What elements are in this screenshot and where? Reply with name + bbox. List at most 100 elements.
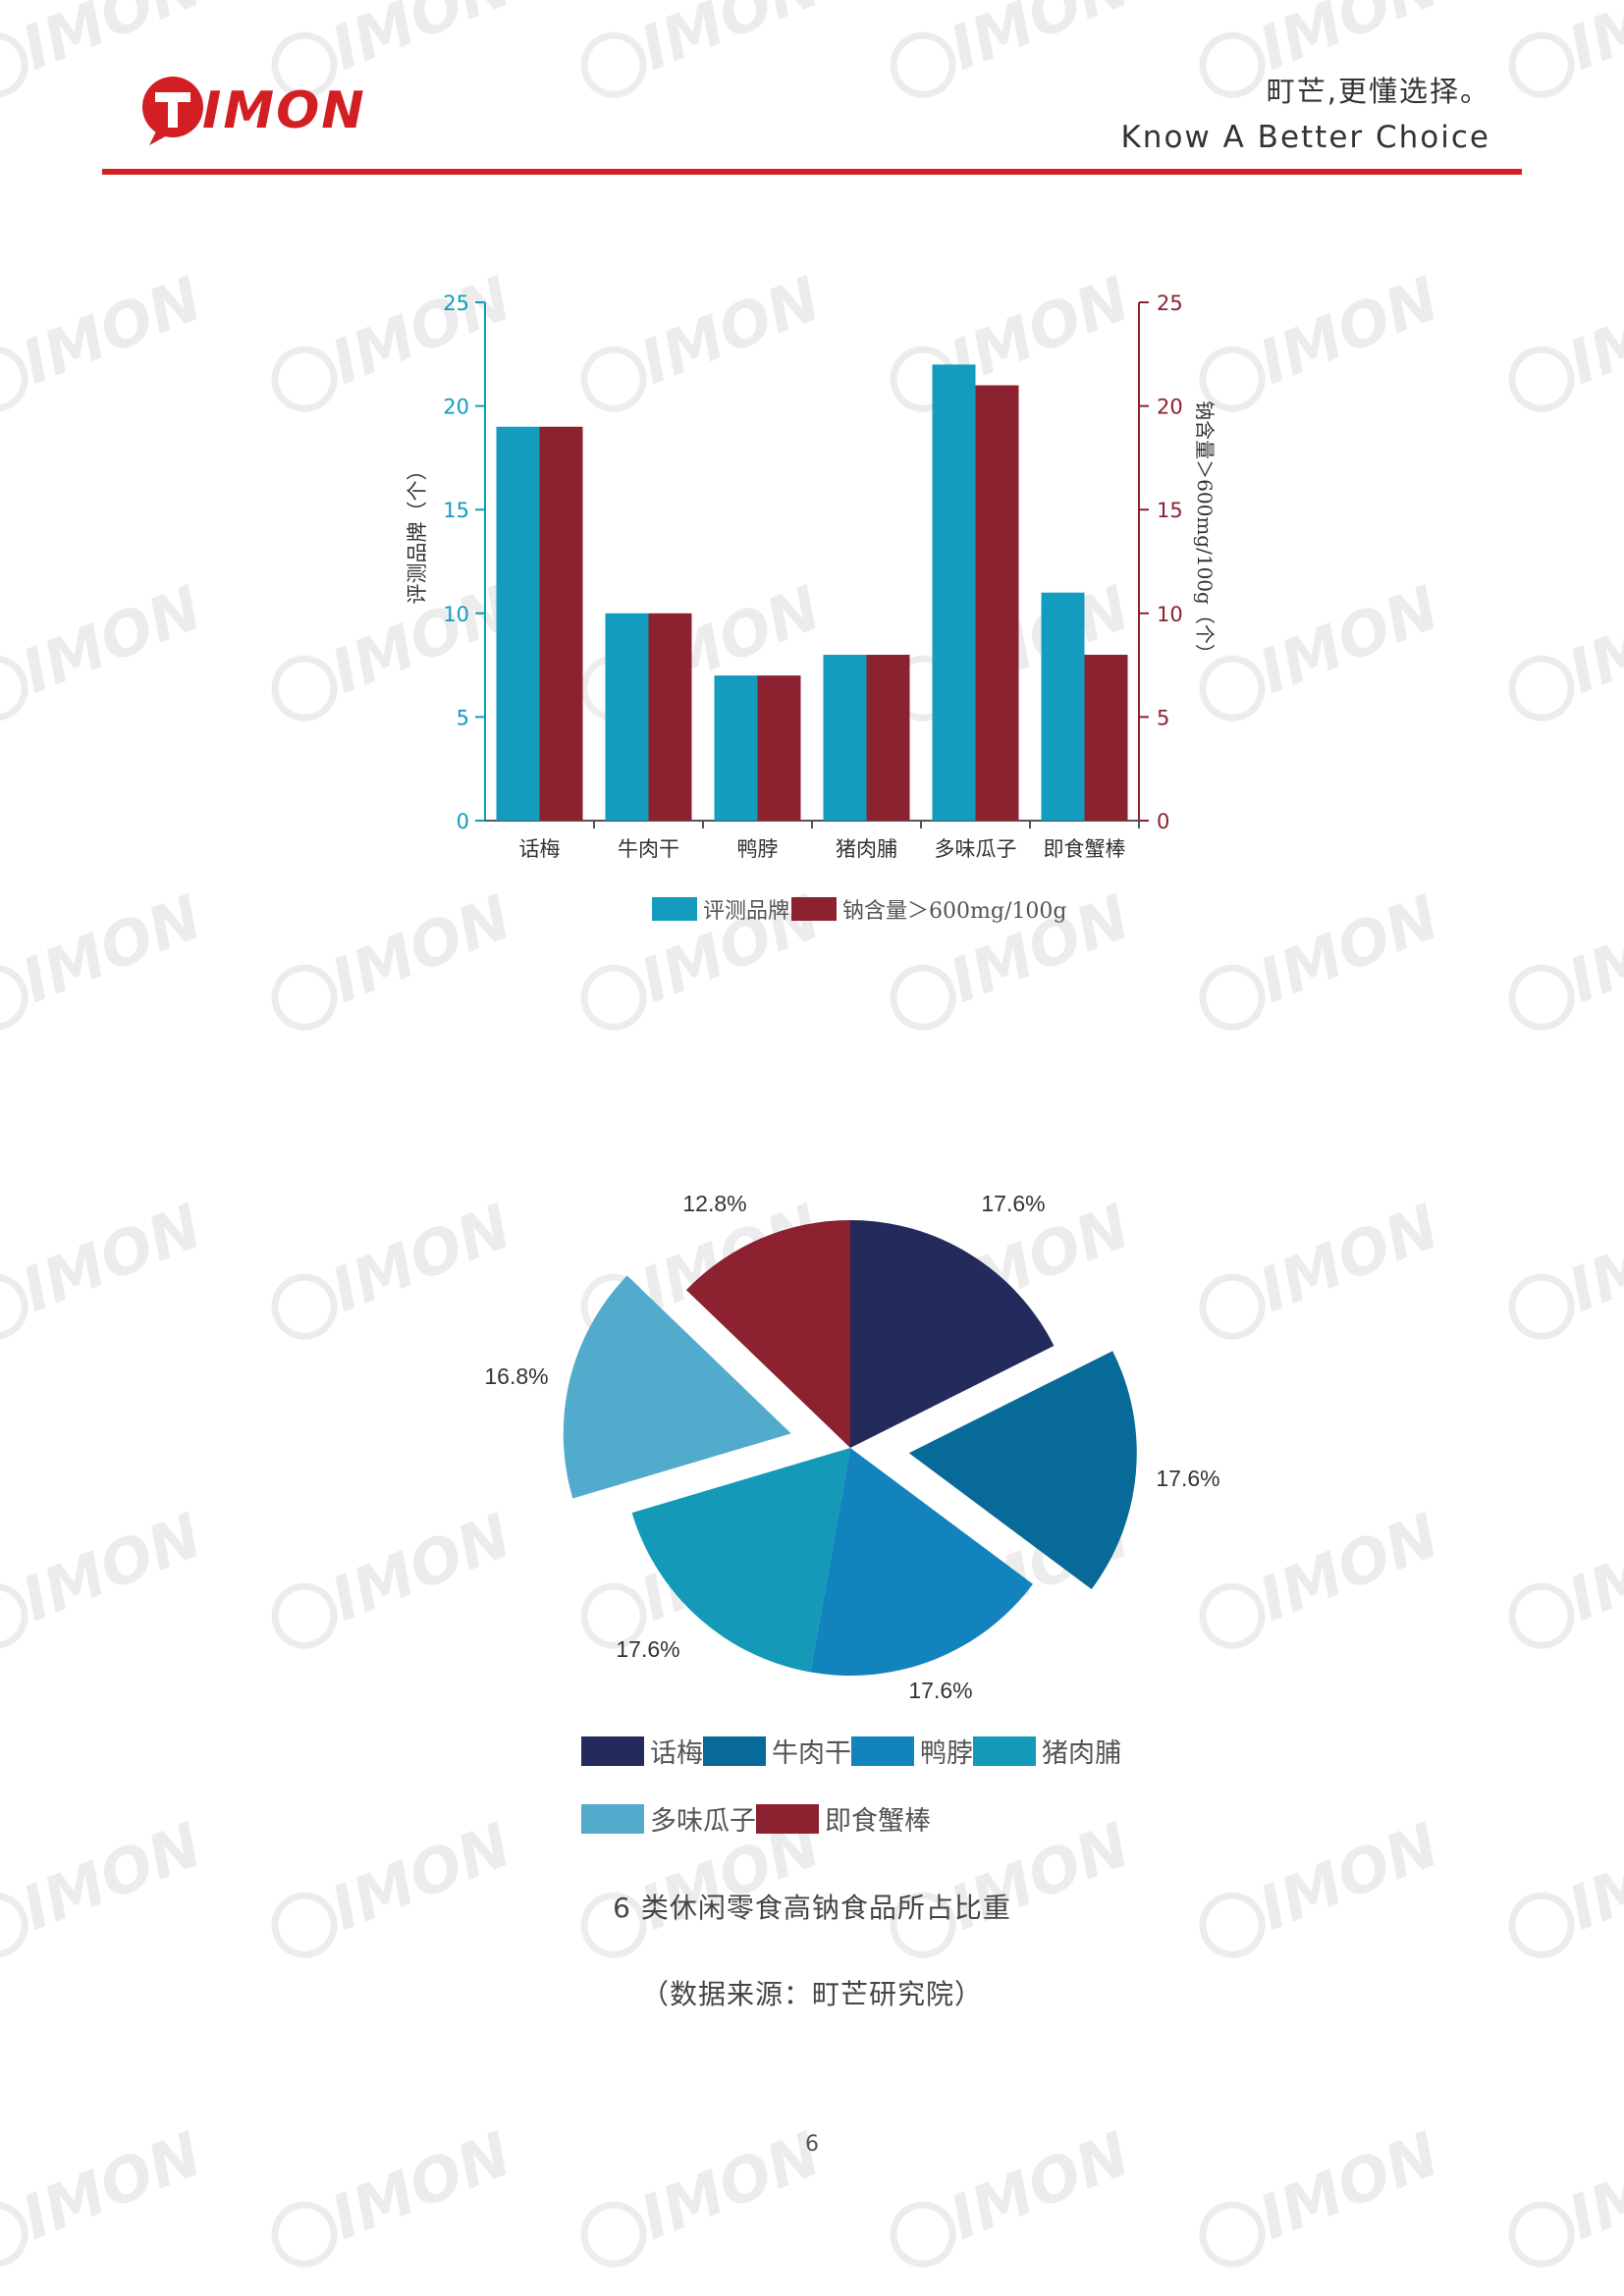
page-number: 6 (805, 2132, 819, 2157)
x-tick-label: 即食蟹棒 (1044, 837, 1126, 861)
legend-label: 猪肉脯 (1042, 1738, 1121, 1769)
figure-source: （数据来源：町芒研究院） (640, 1978, 983, 2010)
bar-sodium (648, 613, 692, 821)
watermark-mark-icon (1508, 31, 1575, 98)
legend-item: 话梅 (581, 1732, 703, 1770)
y-tick-label-right: 15 (1157, 499, 1183, 522)
legend-item: 牛肉干 (703, 1732, 851, 1770)
bar-sodium (866, 655, 910, 821)
tagline-english: Know A Better Choice (1120, 120, 1490, 155)
pie-slice (908, 1351, 1137, 1589)
pie-slice (850, 1220, 1055, 1448)
legend-item: 评测品牌 (652, 893, 791, 925)
legend-item: 多味瓜子 (581, 1799, 756, 1838)
watermark-mark-icon (580, 964, 647, 1031)
x-tick-label: 牛肉干 (618, 837, 679, 861)
y-axis-label-right: 钠含量＞600mg/100g（个） (1193, 400, 1217, 664)
legend-swatch (581, 1735, 644, 1766)
y-tick-label-left: 5 (457, 706, 469, 729)
bar-brand (496, 426, 540, 821)
watermark-mark-icon (271, 964, 338, 1031)
watermark-mark-icon (1199, 2201, 1266, 2268)
logo-mark-icon (142, 77, 203, 145)
legend-swatch (703, 1735, 766, 1766)
watermark-mark-icon (890, 964, 956, 1031)
bar-brand (1041, 592, 1085, 821)
legend-label: 评测品牌 (703, 899, 790, 924)
y-tick-label-right: 0 (1157, 810, 1169, 833)
legend-label: 即食蟹棒 (825, 1806, 931, 1837)
bar-brand (932, 364, 976, 821)
watermark-text: IMON (1558, 0, 1624, 84)
y-tick-label-left: 15 (443, 499, 469, 522)
y-tick-label-right: 20 (1157, 396, 1183, 419)
bar-brand (605, 613, 649, 821)
watermark-text: IMON (630, 0, 830, 84)
bar-sodium (757, 675, 801, 821)
legend-item: 鸭脖 (851, 1732, 973, 1770)
legend-item: 猪肉脯 (973, 1732, 1121, 1770)
y-tick-label-left: 10 (443, 603, 469, 626)
y-tick-label-left: 0 (457, 810, 469, 833)
legend-label: 牛肉干 (772, 1738, 851, 1769)
pie-chart: 17.6% 17.6% 17.6% 17.6% 16.8% 12.8% (484, 1191, 1219, 1703)
bar-chart: 0 0 5 5 10 10 15 15 20 20 25 25 话梅 牛肉干 鸭脖 猪肉脯 多味瓜子 即食蟹棒 评测… (406, 292, 1217, 861)
y-tick-label-right: 5 (1157, 706, 1169, 729)
bar-sodium (975, 385, 1019, 821)
watermark-mark-icon (890, 2201, 956, 2268)
watermark-mark-icon (1508, 2201, 1575, 2268)
legend-swatch (791, 897, 838, 921)
pie-data-label: 17.6% (616, 1636, 679, 1662)
pie-data-label: 12.8% (682, 1191, 746, 1216)
y-tick-label-left: 25 (443, 292, 469, 315)
legend-item: 钠含量＞600mg/100g (791, 893, 1068, 925)
y-tick-label-right: 25 (1157, 292, 1183, 315)
bar-brand (823, 655, 867, 821)
watermark: IMON (580, 0, 830, 98)
y-tick-label-right: 10 (1157, 603, 1183, 626)
legend-swatch (973, 1735, 1036, 1766)
legend-swatch (756, 1803, 819, 1834)
watermark-mark-icon (1508, 964, 1575, 1031)
bar-sodium (1084, 655, 1128, 821)
header-divider (102, 169, 1522, 175)
pie-slice (563, 1275, 791, 1499)
watermark-mark-icon (1199, 964, 1266, 1031)
pie-data-label: 17.6% (1156, 1466, 1219, 1491)
x-tick-label: 多味瓜子 (935, 837, 1017, 861)
bar-chart-legend: 评测品牌 钠含量＞600mg/100g (652, 893, 1068, 925)
legend-item: 即食蟹棒 (756, 1799, 931, 1838)
header-tagline: 町芒,更懂选择。 Know A Better Choice (1120, 69, 1490, 155)
watermark-mark-icon (580, 2201, 647, 2268)
y-axis-label-left: 评测品牌（个） (406, 460, 429, 605)
legend-label: 话梅 (650, 1738, 703, 1769)
x-tick-label: 鸭脖 (737, 837, 779, 861)
pie-slice (631, 1448, 850, 1673)
pie-chart-legend: 话梅 牛肉干 鸭脖 猪肉脯多味瓜子 即食蟹棒 (581, 1732, 1131, 1838)
watermark-mark-icon (890, 31, 956, 98)
pie-data-label: 17.6% (981, 1191, 1045, 1216)
watermark-mark-icon (0, 964, 28, 1031)
watermark: IMON (1508, 0, 1624, 98)
legend-label: 鸭脖 (920, 1738, 973, 1769)
timon-logo: IMON (142, 77, 364, 145)
watermark-mark-icon (580, 31, 647, 98)
legend-swatch (581, 1803, 644, 1834)
watermark-mark-icon (0, 31, 28, 98)
bar-brand (714, 675, 758, 821)
legend-swatch (851, 1735, 914, 1766)
pie-slice (810, 1448, 1033, 1676)
watermark-text: IMON (940, 0, 1139, 84)
bar-sodium (539, 426, 583, 821)
pie-data-label: 17.6% (908, 1678, 972, 1703)
x-tick-label: 话梅 (519, 837, 561, 861)
figure-caption: 6 类休闲零食高钠食品所占比重 (613, 1892, 1011, 1924)
pie-slice (685, 1220, 850, 1448)
legend-swatch (652, 897, 697, 921)
tagline-chinese: 町芒,更懂选择。 (1266, 75, 1490, 108)
legend-label: 钠含量＞600mg/100g (842, 899, 1067, 924)
watermark: IMON (890, 0, 1139, 98)
y-tick-label-left: 20 (443, 396, 469, 419)
watermark-mark-icon (0, 2201, 28, 2268)
watermark-mark-icon (271, 2201, 338, 2268)
